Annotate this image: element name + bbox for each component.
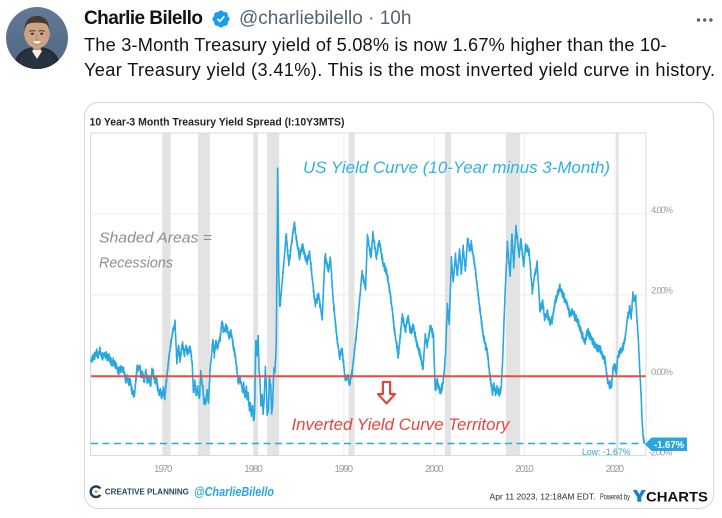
svg-text:1970: 1970 xyxy=(154,464,173,475)
svg-text:US Yield Curve (10-Year minus: US Yield Curve (10-Year minus 3-Month) xyxy=(303,158,610,177)
svg-text:2000: 2000 xyxy=(425,464,444,475)
svg-text:2010: 2010 xyxy=(515,464,534,475)
svg-text:CHARTS: CHARTS xyxy=(646,490,708,505)
svg-text:Inverted Yield Curve Territory: Inverted Yield Curve Territory xyxy=(292,415,511,434)
svg-text:10 Year-3 Month Treasury Yield: 10 Year-3 Month Treasury Yield Spread (I… xyxy=(90,117,345,129)
svg-text:Low: -1.67%: Low: -1.67% xyxy=(582,447,631,458)
svg-text:Recessions: Recessions xyxy=(99,255,173,272)
svg-text:1980: 1980 xyxy=(244,464,263,475)
svg-text:-1.67%: -1.67% xyxy=(654,440,684,451)
svg-text:CREATIVE PLANNING: CREATIVE PLANNING xyxy=(105,488,189,497)
svg-text:Apr 11 2023, 12:18AM EDT.: Apr 11 2023, 12:18AM EDT. xyxy=(490,493,596,502)
svg-text:Shaded Areas =: Shaded Areas = xyxy=(99,230,212,247)
svg-text:@CharlieBilello: @CharlieBilello xyxy=(194,484,274,499)
svg-text:4.00%: 4.00% xyxy=(651,205,674,216)
svg-text:1990: 1990 xyxy=(335,464,354,475)
svg-text:0.00%: 0.00% xyxy=(651,367,674,378)
svg-text:2020: 2020 xyxy=(606,464,625,475)
svg-text:2.00%: 2.00% xyxy=(651,286,674,297)
svg-text:-2.00%: -2.00% xyxy=(649,448,674,459)
svg-text:Powered by: Powered by xyxy=(600,493,630,502)
